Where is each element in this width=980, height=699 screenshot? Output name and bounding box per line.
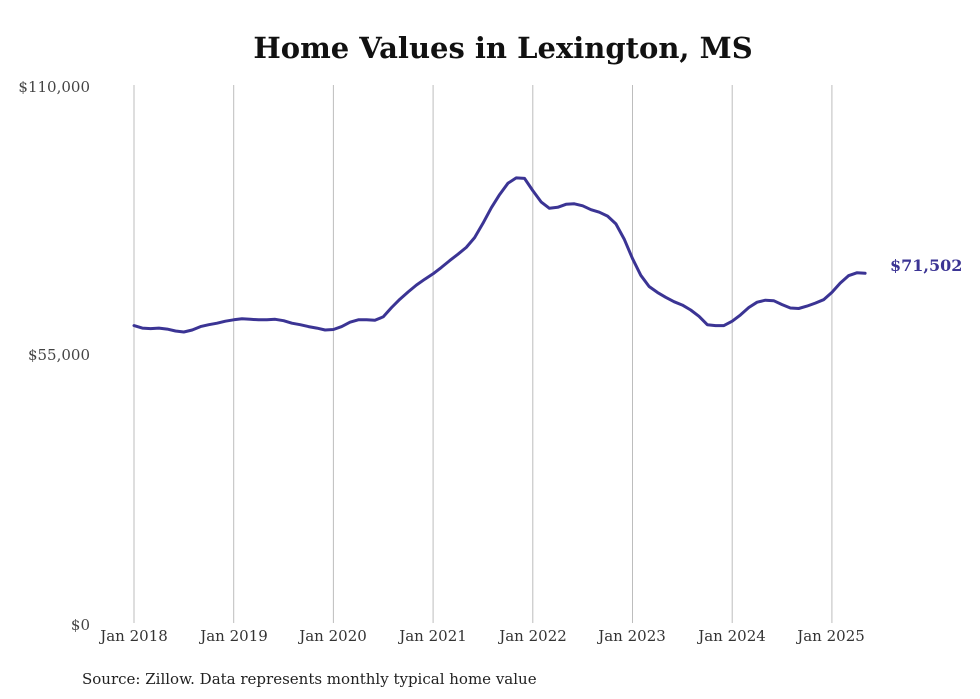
vertical-gridlines	[133, 85, 833, 623]
x-tick-label: Jan 2022	[497, 627, 567, 645]
y-tick-label: $55,000	[28, 346, 90, 364]
x-tick-label: Jan 2019	[198, 627, 268, 645]
x-tick-label: Jan 2018	[98, 627, 168, 645]
x-axis: Jan 2018 Jan 2019 Jan 2020 Jan 2021 Jan …	[98, 627, 865, 645]
x-tick-label: Jan 2025	[795, 627, 865, 645]
y-tick-label: $0	[71, 616, 90, 634]
y-axis: $110,000 $55,000 $0	[18, 78, 90, 634]
x-tick-label: Jan 2020	[297, 627, 367, 645]
source-note: Source: Zillow. Data represents monthly …	[82, 670, 537, 688]
x-tick-label: Jan 2024	[696, 627, 766, 645]
latest-value-label: $71,502	[890, 256, 962, 275]
x-tick-label: Jan 2021	[397, 627, 467, 645]
y-tick-label: $110,000	[18, 78, 90, 96]
x-tick-label: Jan 2023	[596, 627, 666, 645]
chart-title: Home Values in Lexington, MS	[253, 31, 752, 65]
home-value-line	[132, 176, 867, 334]
